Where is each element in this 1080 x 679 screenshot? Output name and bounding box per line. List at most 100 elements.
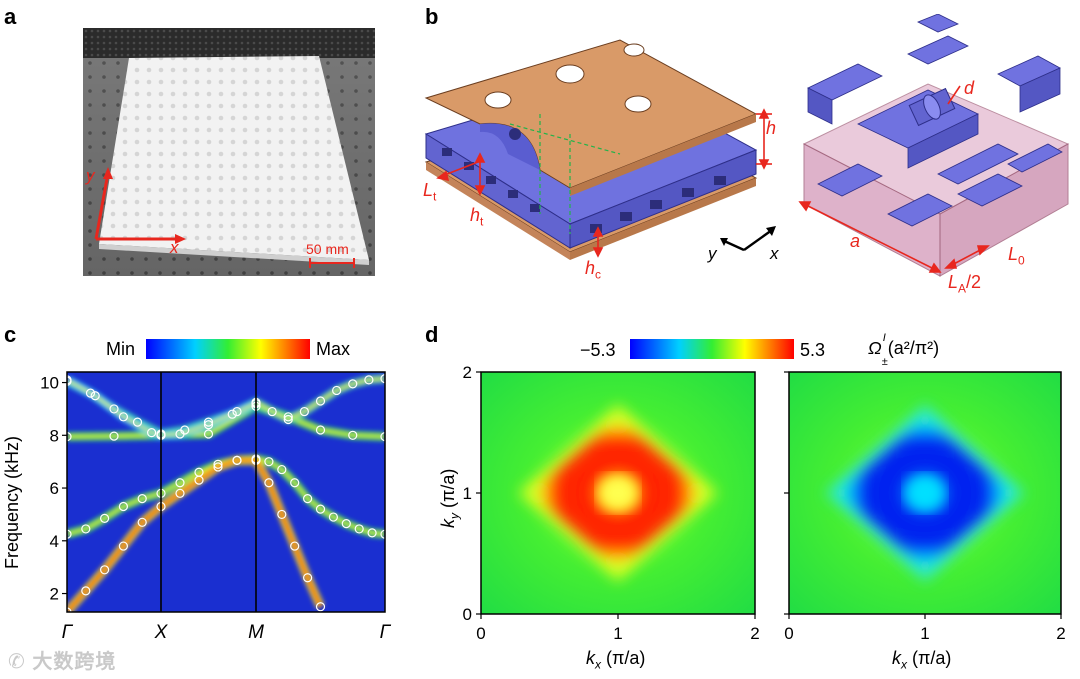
panel-d-title-sup: I [882,332,886,344]
label-hc: hc [585,258,601,282]
band-point [99,565,110,575]
band-point [354,524,364,534]
band-point [109,431,119,441]
label-Lt-main: L [423,180,434,200]
label-L0-main: L [1008,244,1019,264]
band-point [118,541,129,551]
band-point [380,529,385,539]
panel-d-title-rest: (a²/π²) [887,338,940,358]
panel-a-scale-bar [309,258,355,268]
label-d: d [964,78,975,98]
panel-a-axes [94,167,186,244]
band-point [315,396,326,406]
band-point [315,504,326,514]
label-LA-sub: A [958,281,967,296]
band-point [203,417,214,427]
panel-c-colorbar-min: Min [106,339,136,359]
panel-b-axis-x: x [770,244,779,263]
label-LA-main: L [948,272,959,292]
label-hc-main: h [585,258,596,278]
panel-c-xtick-label: M [248,622,264,643]
white-plate [99,56,369,260]
panel-d-left-xlabel: kx (π/a) [586,648,645,672]
band-point [85,388,96,398]
band-point [277,509,287,520]
panel-d-ytick-label: 2 [463,363,472,382]
panel-a-photo [83,28,375,276]
band-point [109,404,119,414]
band-point [203,420,214,430]
band-point [203,429,214,439]
panel-d-left-xlabel-k: k [586,648,595,668]
band-point [175,478,185,488]
label-LA-suffix: /2 [966,272,982,292]
label-Lt: Lt [423,180,436,204]
panel-d-xtick-label: 0 [476,624,485,643]
watermark: ✆ 大数跨境 [8,645,116,674]
band-point [175,488,185,498]
panel-d-title-omega: Ω [868,338,882,358]
label-ht-main: h [470,205,481,225]
panel-a-y-label: y [86,166,95,185]
panel-c-ylabel-wrap: Frequency (kHz) [2,436,32,599]
band-point [118,412,129,422]
panel-d-xtick-label: 2 [1056,624,1065,643]
band-point [277,464,287,475]
band-point [332,385,342,396]
panel-d-colorbar-title: Ω I ±(a²/π²) [868,332,940,368]
panel-b-right-unit-cell [798,14,1070,277]
panel-label-a: a [4,4,17,29]
label-a: a [850,231,861,251]
label-ht-sub: t [480,214,484,229]
watermark-icon: ✆ [8,651,33,673]
panel-c-ytick-label: 6 [50,479,59,498]
panel-label-c: c [4,322,17,347]
band-point [328,512,338,522]
band-point [67,432,72,442]
panel-d-colorbar [630,339,794,359]
panel-b-left-structure [424,39,758,260]
band-point [299,406,309,417]
panel-c-colorbar [146,339,310,359]
panel-c-plot: 2 4 6 8 10 Γ X M Γ [40,371,392,643]
panel-d-colorbar-max: 5.3 [800,340,826,360]
band-point [67,375,72,385]
band-point [132,417,143,427]
label-Lt-sub: t [433,189,437,204]
band-core-1 [67,458,322,612]
label-L0: L0 [1008,244,1025,268]
band-point [118,501,129,512]
band-point [303,493,313,504]
panel-d-xtick-label: 1 [920,624,929,643]
label-hc-sub: c [595,267,602,282]
panel-c-colorbar-max: Max [316,339,351,359]
band-point [67,529,72,539]
band-point [290,541,300,551]
band-point [315,602,326,612]
band-point [367,528,377,538]
band-point [264,478,274,488]
band-point [137,517,147,527]
panel-c-ytick-label: 4 [50,532,59,551]
label-ht: ht [470,205,483,229]
band-point [341,519,351,529]
band-point [380,432,385,442]
band-point [364,375,374,385]
watermark-text: 大数跨境 [32,651,117,673]
label-L0-sub: 0 [1018,253,1025,268]
band-point [213,459,223,469]
band-point [232,455,242,465]
band-point [146,428,157,438]
band-point [175,429,185,439]
label-h: h [766,118,777,138]
band-point [303,573,313,583]
panel-d-right-xlabel-rest: (π/a) [907,648,952,668]
band-point [99,513,110,523]
panel-d-title-sub: ± [881,355,888,368]
band-point [81,586,91,596]
panel-d-right-xlabel: kx (π/a) [892,648,951,672]
band-point [348,430,358,440]
panel-b-axis-y: y [708,244,717,263]
panel-label-d: d [425,322,439,347]
panel-d-left-xlabel-rest: (π/a) [601,648,646,668]
